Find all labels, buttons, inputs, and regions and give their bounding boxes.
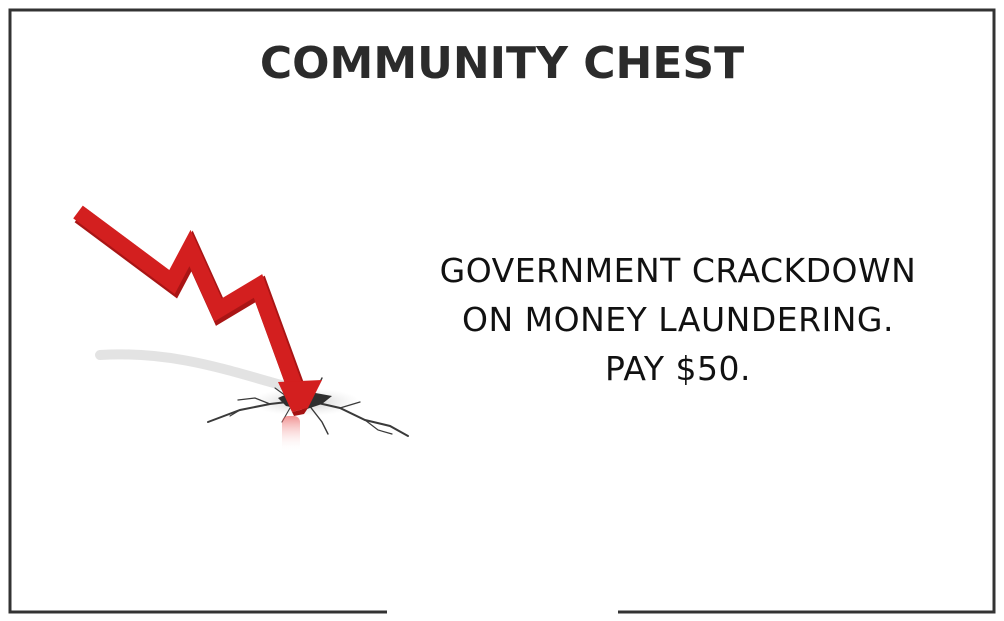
arrow-shadow xyxy=(95,349,360,416)
arrow-glow xyxy=(282,416,300,452)
message-line-1: GOVERNMENT CRACKDOWN xyxy=(439,251,917,290)
card-border-top-sides xyxy=(8,8,996,614)
message-line-2: ON MONEY LAUNDERING. xyxy=(461,300,894,339)
message-line-3: PAY $50. xyxy=(605,349,751,388)
card-title: COMMUNITY CHEST xyxy=(259,38,745,89)
red-arrow xyxy=(73,205,322,416)
card-message: GOVERNMENT CRACKDOWN ON MONEY LAUNDERING… xyxy=(398,246,958,393)
falling-red-arrow-crack-icon xyxy=(73,205,409,452)
